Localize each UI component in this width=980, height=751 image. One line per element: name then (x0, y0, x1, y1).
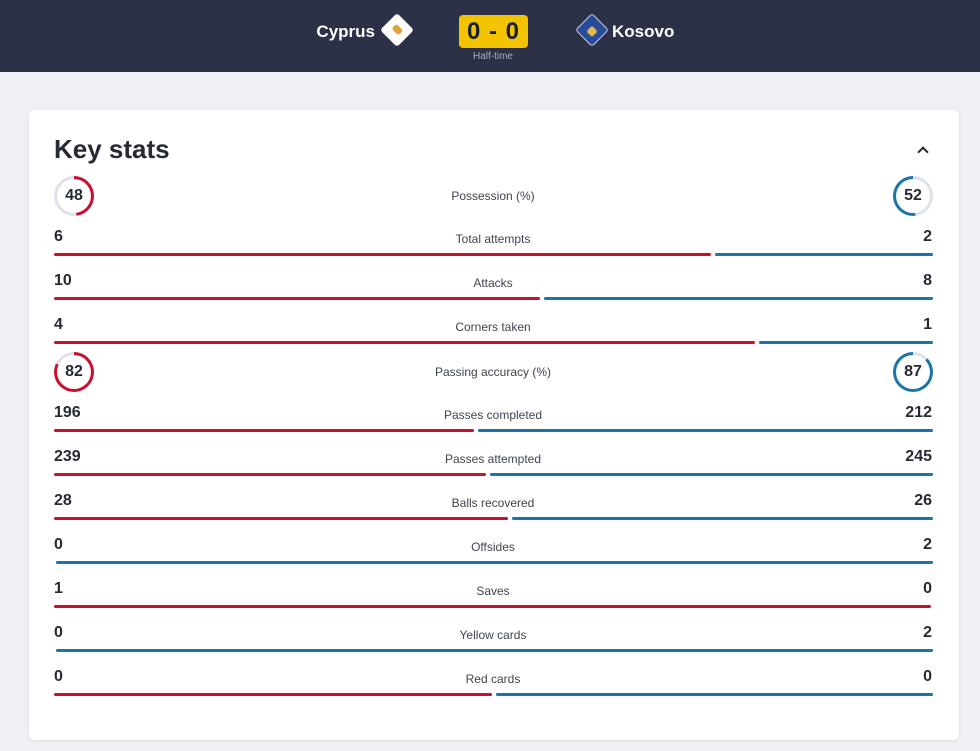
stat-label: Red cards (465, 672, 521, 686)
home-stat-bar (54, 297, 541, 300)
away-stat-value: 2 (923, 624, 932, 641)
away-stat-bar (56, 649, 933, 652)
home-stat-bar (54, 517, 508, 520)
kosovo-flag-icon (575, 13, 609, 47)
match-score: 0 - 0 (459, 15, 528, 48)
away-stat-value: 2 (923, 536, 932, 553)
home-stat-value: 239 (54, 448, 81, 465)
away-stat-value: 26 (914, 492, 932, 509)
match-header: Cyprus 0 - 0 Half-time Kosovo (0, 0, 980, 72)
home-ring-gauge: 82 (54, 352, 94, 392)
home-stat-bar (54, 253, 712, 256)
away-stat-value: 0 (923, 668, 932, 685)
away-team-name[interactable]: Kosovo (612, 22, 675, 41)
home-stat-value: 4 (54, 316, 63, 333)
away-stat-bar (511, 517, 933, 520)
away-stat-bar (56, 561, 933, 564)
away-stat-value: 212 (905, 404, 932, 421)
home-stat-value: 82 (57, 355, 91, 389)
away-stat-value: 52 (896, 179, 930, 213)
home-stat-value: 196 (54, 404, 81, 421)
home-stat-value: 0 (54, 668, 63, 685)
away-stat-bar (715, 253, 933, 256)
home-stat-bar (54, 473, 487, 476)
away-stat-bar (544, 297, 933, 300)
stat-label: Corners taken (455, 320, 531, 334)
away-stat-value: 245 (905, 448, 932, 465)
stat-label: Attacks (473, 276, 513, 290)
home-stat-bar (54, 693, 492, 696)
away-stat-bar (478, 429, 933, 432)
stat-label: Saves (476, 584, 510, 598)
away-stat-value: 8 (923, 272, 932, 289)
home-team-name[interactable]: Cyprus (316, 22, 375, 41)
home-stat-value: 10 (54, 272, 72, 289)
stat-label: Balls recovered (451, 496, 535, 510)
home-stat-value: 1 (54, 580, 63, 597)
stat-label: Passing accuracy (%) (434, 365, 552, 379)
away-stat-bar (490, 473, 933, 476)
stat-label: Total attempts (455, 232, 531, 246)
chevron-up-icon[interactable] (915, 143, 931, 157)
away-stat-value: 87 (896, 355, 930, 389)
away-ring-gauge: 52 (893, 176, 933, 216)
home-stat-value: 0 (54, 624, 63, 641)
key-stats-card (29, 110, 959, 740)
stat-label: Offsides (471, 540, 515, 554)
home-stat-bar (54, 341, 756, 344)
away-stat-value: 0 (923, 580, 932, 597)
stat-label: Passes completed (443, 408, 543, 422)
home-stat-value: 0 (54, 536, 63, 553)
key-stats-title: Key stats (54, 134, 170, 164)
stat-label: Possession (%) (451, 189, 535, 203)
stat-label: Yellow cards (459, 628, 527, 642)
home-ring-gauge: 48 (54, 176, 94, 216)
away-ring-gauge: 87 (893, 352, 933, 392)
stat-label: Passes attempted (444, 452, 542, 466)
home-stat-value: 48 (57, 179, 91, 213)
match-status: Half-time (472, 51, 513, 62)
home-stat-value: 6 (54, 228, 63, 245)
home-stat-bar (54, 429, 475, 432)
home-stat-bar (54, 605, 931, 608)
away-stat-value: 2 (923, 228, 932, 245)
cyprus-flag-icon (380, 13, 414, 47)
home-stat-value: 28 (54, 492, 72, 509)
away-stat-bar (759, 341, 933, 344)
away-stat-value: 1 (923, 316, 932, 333)
away-stat-bar (495, 693, 933, 696)
